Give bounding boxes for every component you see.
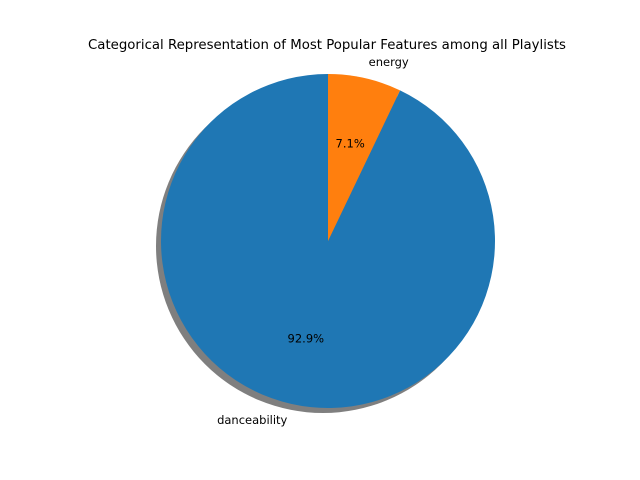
- pie-slice-energy: [328, 74, 401, 241]
- slice-percent-danceability: 92.9%: [288, 332, 325, 346]
- pie-slices: [156, 74, 496, 413]
- slice-percent-energy: 7.1%: [336, 136, 365, 150]
- pie-labels: danceability 92.9% energy 7.1%: [217, 55, 409, 427]
- chart-title: Categorical Representation of Most Popul…: [88, 38, 566, 53]
- slice-label-energy: energy: [369, 55, 409, 69]
- slice-label-danceability: danceability: [217, 413, 287, 427]
- pie-slice-danceability: [161, 74, 496, 409]
